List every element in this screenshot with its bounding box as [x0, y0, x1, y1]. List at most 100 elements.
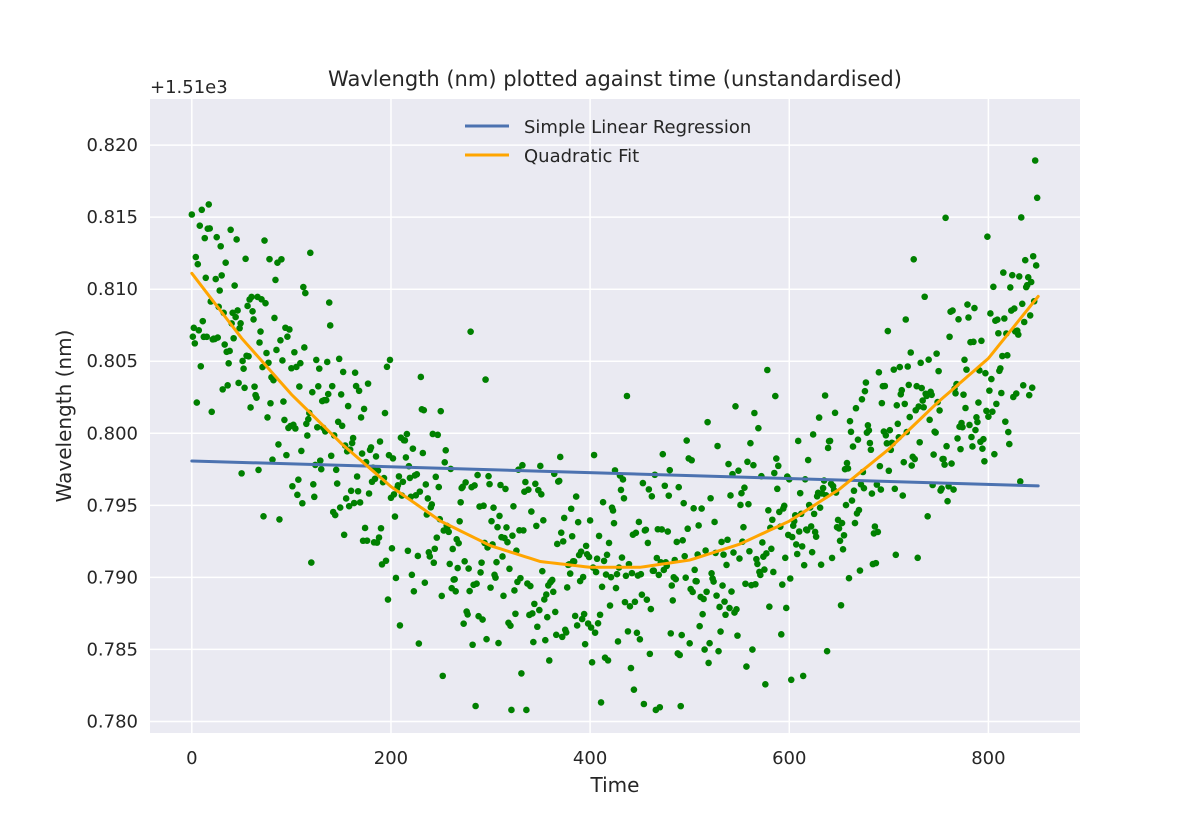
data-point [247, 404, 254, 411]
data-point [326, 322, 334, 329]
data-point [325, 299, 333, 306]
data-point [239, 357, 246, 365]
data-point [376, 438, 384, 445]
data-point [930, 451, 937, 458]
data-point [627, 664, 635, 672]
data-point [603, 551, 611, 559]
data-point [626, 603, 634, 610]
data-point [916, 438, 923, 446]
data-point [301, 344, 308, 351]
data-point [865, 427, 873, 434]
y-tick-label: 0.795 [86, 495, 138, 516]
data-point [710, 578, 717, 585]
data-point [706, 639, 713, 647]
data-point [940, 455, 947, 463]
data-point [477, 569, 484, 576]
data-point [636, 636, 644, 643]
data-point [891, 485, 899, 493]
data-point [480, 502, 487, 510]
data-point [383, 363, 391, 371]
data-point [270, 376, 277, 384]
data-point [762, 681, 769, 688]
data-point [419, 449, 427, 457]
data-point [742, 580, 749, 588]
data-point [592, 568, 600, 576]
data-point [203, 333, 211, 341]
data-point [446, 560, 454, 568]
data-point [587, 624, 595, 631]
x-tick-label: 400 [573, 748, 607, 769]
data-point [946, 333, 953, 341]
data-point [507, 622, 514, 629]
data-point [294, 491, 301, 499]
data-point [467, 328, 474, 335]
data-point [597, 699, 605, 706]
data-point [297, 359, 304, 367]
data-point [518, 670, 525, 677]
data-point [316, 457, 324, 464]
data-point [496, 512, 503, 520]
data-point [280, 398, 287, 405]
data-point [509, 532, 516, 540]
data-point [497, 481, 504, 489]
x-tick-label: 200 [374, 748, 408, 769]
data-point [606, 602, 614, 609]
data-point [487, 584, 494, 591]
data-point [949, 307, 956, 314]
y-tick-label: 0.800 [86, 423, 138, 444]
data-point [599, 498, 607, 506]
data-point [566, 570, 574, 577]
data-point [188, 211, 196, 218]
y-tick-label: 0.815 [86, 207, 138, 228]
data-point [793, 550, 801, 558]
data-point [365, 490, 373, 497]
data-point [284, 333, 291, 340]
data-point [1032, 262, 1040, 269]
data-point [189, 333, 197, 340]
data-point [875, 369, 883, 376]
data-point [985, 413, 992, 420]
data-point [659, 450, 667, 458]
data-point [532, 480, 539, 488]
data-point [558, 633, 566, 641]
data-point [628, 569, 636, 577]
data-point [775, 462, 782, 470]
data-point [738, 489, 745, 497]
data-point [335, 355, 343, 363]
data-point [355, 387, 363, 395]
data-point [506, 565, 513, 573]
data-point [372, 453, 380, 460]
data-point [485, 472, 492, 480]
data-point [344, 402, 352, 410]
data-point [678, 631, 686, 639]
data-point [778, 581, 786, 588]
data-point [726, 604, 733, 612]
data-point [225, 359, 232, 367]
data-point [686, 640, 693, 647]
data-point [991, 450, 998, 458]
data-point [868, 490, 876, 497]
data-point [217, 242, 224, 250]
data-point [796, 489, 804, 497]
y-tick-label: 0.820 [86, 135, 138, 156]
data-point [490, 504, 497, 512]
data-point [413, 471, 421, 478]
data-point [473, 580, 480, 588]
data-point [227, 226, 234, 234]
data-point [957, 445, 964, 453]
data-point [896, 363, 904, 371]
data-point [798, 543, 806, 550]
data-point [275, 441, 282, 448]
data-point [347, 487, 355, 495]
data-point [980, 435, 987, 443]
data-point [500, 592, 507, 600]
data-point [744, 458, 751, 466]
data-point [913, 382, 920, 390]
data-point [886, 426, 894, 434]
data-point [291, 348, 298, 356]
data-point [672, 575, 680, 583]
data-point [474, 471, 481, 479]
data-point [555, 477, 563, 485]
data-point [338, 422, 346, 430]
data-point [556, 453, 564, 461]
